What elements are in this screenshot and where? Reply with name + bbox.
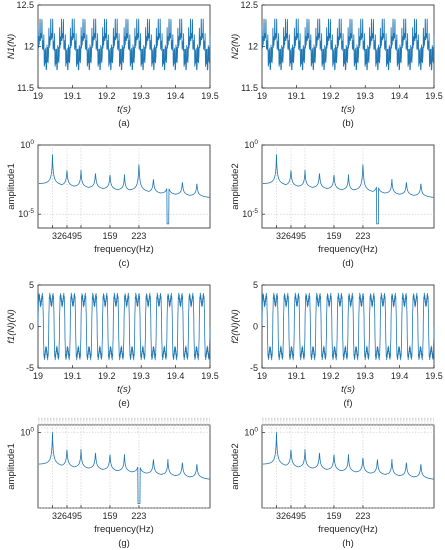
- x-tick-label: 159: [326, 231, 341, 241]
- x-tick-label: 159: [326, 511, 341, 521]
- y-tick-label: 11.5: [17, 83, 34, 93]
- y-tick-label: 11.5: [241, 83, 258, 93]
- y-axis-label: f1(N)(N): [6, 309, 17, 343]
- x-tick-label: 19.5: [425, 91, 443, 101]
- series-line: [262, 432, 434, 480]
- y-tick-label: -5: [26, 363, 34, 373]
- x-axis-label: t(s): [117, 104, 131, 115]
- plot-frame: [37, 424, 211, 509]
- x-axis-label: frequency(Hz): [94, 244, 154, 255]
- x-tick-label: 19.2: [322, 371, 340, 381]
- y-tick-label: 0: [29, 322, 34, 332]
- y-tick-label: 100: [20, 427, 34, 438]
- x-tick-label: 19.4: [167, 371, 185, 381]
- plot-frame: [261, 144, 435, 229]
- x-tick-label: 19.3: [132, 371, 150, 381]
- y-tick-label: -5: [250, 363, 258, 373]
- panel-label: (e): [118, 398, 130, 409]
- x-tick-label: 223: [131, 511, 146, 521]
- x-tick-label: 19.4: [391, 371, 409, 381]
- x-tick-label: 19.3: [356, 371, 374, 381]
- panel-d: 326495 159 223 100 10-5 frequency(Hz) amplitud…: [230, 139, 435, 269]
- y-tick-label: 10-5: [242, 208, 258, 219]
- panel-f: 19 19.1 19.2 19.3 19.4 19.5 -5 0 5 t(s) f2(N)(N) (f…: [230, 280, 443, 409]
- plot-frame: [37, 144, 211, 229]
- x-tick-label: 19: [33, 91, 43, 101]
- series-line: [261, 18, 435, 71]
- panel-label: (c): [118, 258, 129, 269]
- panel-g: 326495 159 223 100 frequency(Hz) amplitude1 (g…: [6, 417, 211, 549]
- y-tick-label: 5: [253, 280, 258, 290]
- y-tick-label: 10-5: [18, 208, 34, 219]
- panel-a: 19 19.1 19.2 19.3 19.4 19.5 11.5 12 12.5 t(s) N1(N…: [6, 0, 219, 129]
- y-axis-label: amplitude1: [6, 443, 17, 489]
- x-tick-label: 223: [355, 231, 370, 241]
- x-tick-label: 326495: [52, 511, 82, 521]
- x-tick-label: 19.1: [64, 371, 82, 381]
- y-tick-label: 100: [20, 139, 34, 150]
- y-axis-label: N1(N): [6, 34, 17, 59]
- x-axis-label: t(s): [341, 104, 355, 115]
- x-tick-label: 19.4: [167, 91, 185, 101]
- x-tick-label: 19.3: [132, 91, 150, 101]
- x-tick-label: 19.1: [64, 91, 82, 101]
- x-tick-label: 19: [33, 371, 43, 381]
- x-tick-label: 159: [102, 511, 117, 521]
- y-tick-label: 0: [253, 322, 258, 332]
- series-line: [262, 154, 434, 225]
- x-tick-label: 159: [102, 231, 117, 241]
- panel-h: 326495 159 223 100 frequency(Hz) amplitude2 (h…: [230, 417, 435, 549]
- x-tick-label: 19.5: [425, 371, 443, 381]
- x-tick-label: 326495: [52, 231, 82, 241]
- panel-e: 19 19.1 19.2 19.3 19.4 19.5 -5 0 5 t(s) f1(N)(N) (e…: [6, 280, 219, 409]
- x-axis-label: frequency(Hz): [318, 244, 378, 255]
- x-tick-label: 19.2: [98, 371, 116, 381]
- x-axis-label: t(s): [117, 384, 131, 395]
- x-tick-label: 326495: [276, 511, 306, 521]
- y-tick-label: 5: [29, 280, 34, 290]
- x-tick-label: 19.5: [201, 91, 219, 101]
- y-axis-label: f2(N)(N): [230, 309, 241, 343]
- x-tick-label: 19.1: [288, 91, 306, 101]
- y-tick-label: 100: [244, 427, 258, 438]
- y-axis-label: amplitude1: [6, 163, 17, 209]
- y-tick-label: 100: [244, 139, 258, 150]
- panel-label: (f): [344, 398, 353, 409]
- x-tick-label: 19.5: [201, 371, 219, 381]
- x-tick-label: 223: [131, 231, 146, 241]
- y-axis-label: N2(N): [230, 34, 241, 59]
- x-tick-label: 19.4: [391, 91, 409, 101]
- y-axis-label: amplitude2: [230, 163, 241, 209]
- x-tick-label: 19.3: [356, 91, 374, 101]
- x-tick-label: 19.2: [322, 91, 340, 101]
- series-line: [38, 432, 210, 504]
- x-tick-label: 19: [257, 371, 267, 381]
- x-axis-label: t(s): [341, 384, 355, 395]
- y-axis-label: amplitude2: [230, 443, 241, 489]
- series-line: [37, 292, 211, 361]
- y-tick-label: 12.5: [240, 0, 258, 10]
- panel-c: 326495 159 223 100 10-5 frequency(Hz) amplitud…: [6, 139, 211, 269]
- x-tick-label: 19.1: [288, 371, 306, 381]
- series-line: [38, 154, 210, 225]
- x-tick-label: 326495: [276, 231, 306, 241]
- x-axis-label: frequency(Hz): [318, 524, 378, 535]
- panel-label: (g): [118, 538, 130, 549]
- panel-label: (b): [342, 118, 354, 129]
- y-tick-label: 12.5: [16, 0, 34, 10]
- series-line: [37, 18, 211, 71]
- y-tick-label: 12: [24, 42, 34, 52]
- plot-frame: [261, 424, 435, 509]
- x-tick-label: 223: [355, 511, 370, 521]
- panel-b: 19 19.1 19.2 19.3 19.4 19.5 11.5 12 12.5 t(s) N2(N…: [230, 0, 443, 129]
- panel-label: (d): [342, 258, 354, 269]
- x-tick-label: 19: [257, 91, 267, 101]
- series-line: [261, 292, 435, 361]
- x-tick-label: 19.2: [98, 91, 116, 101]
- x-axis-label: frequency(Hz): [94, 524, 154, 535]
- panel-label: (a): [118, 118, 130, 129]
- y-tick-label: 12: [248, 42, 258, 52]
- panel-label: (h): [342, 538, 354, 549]
